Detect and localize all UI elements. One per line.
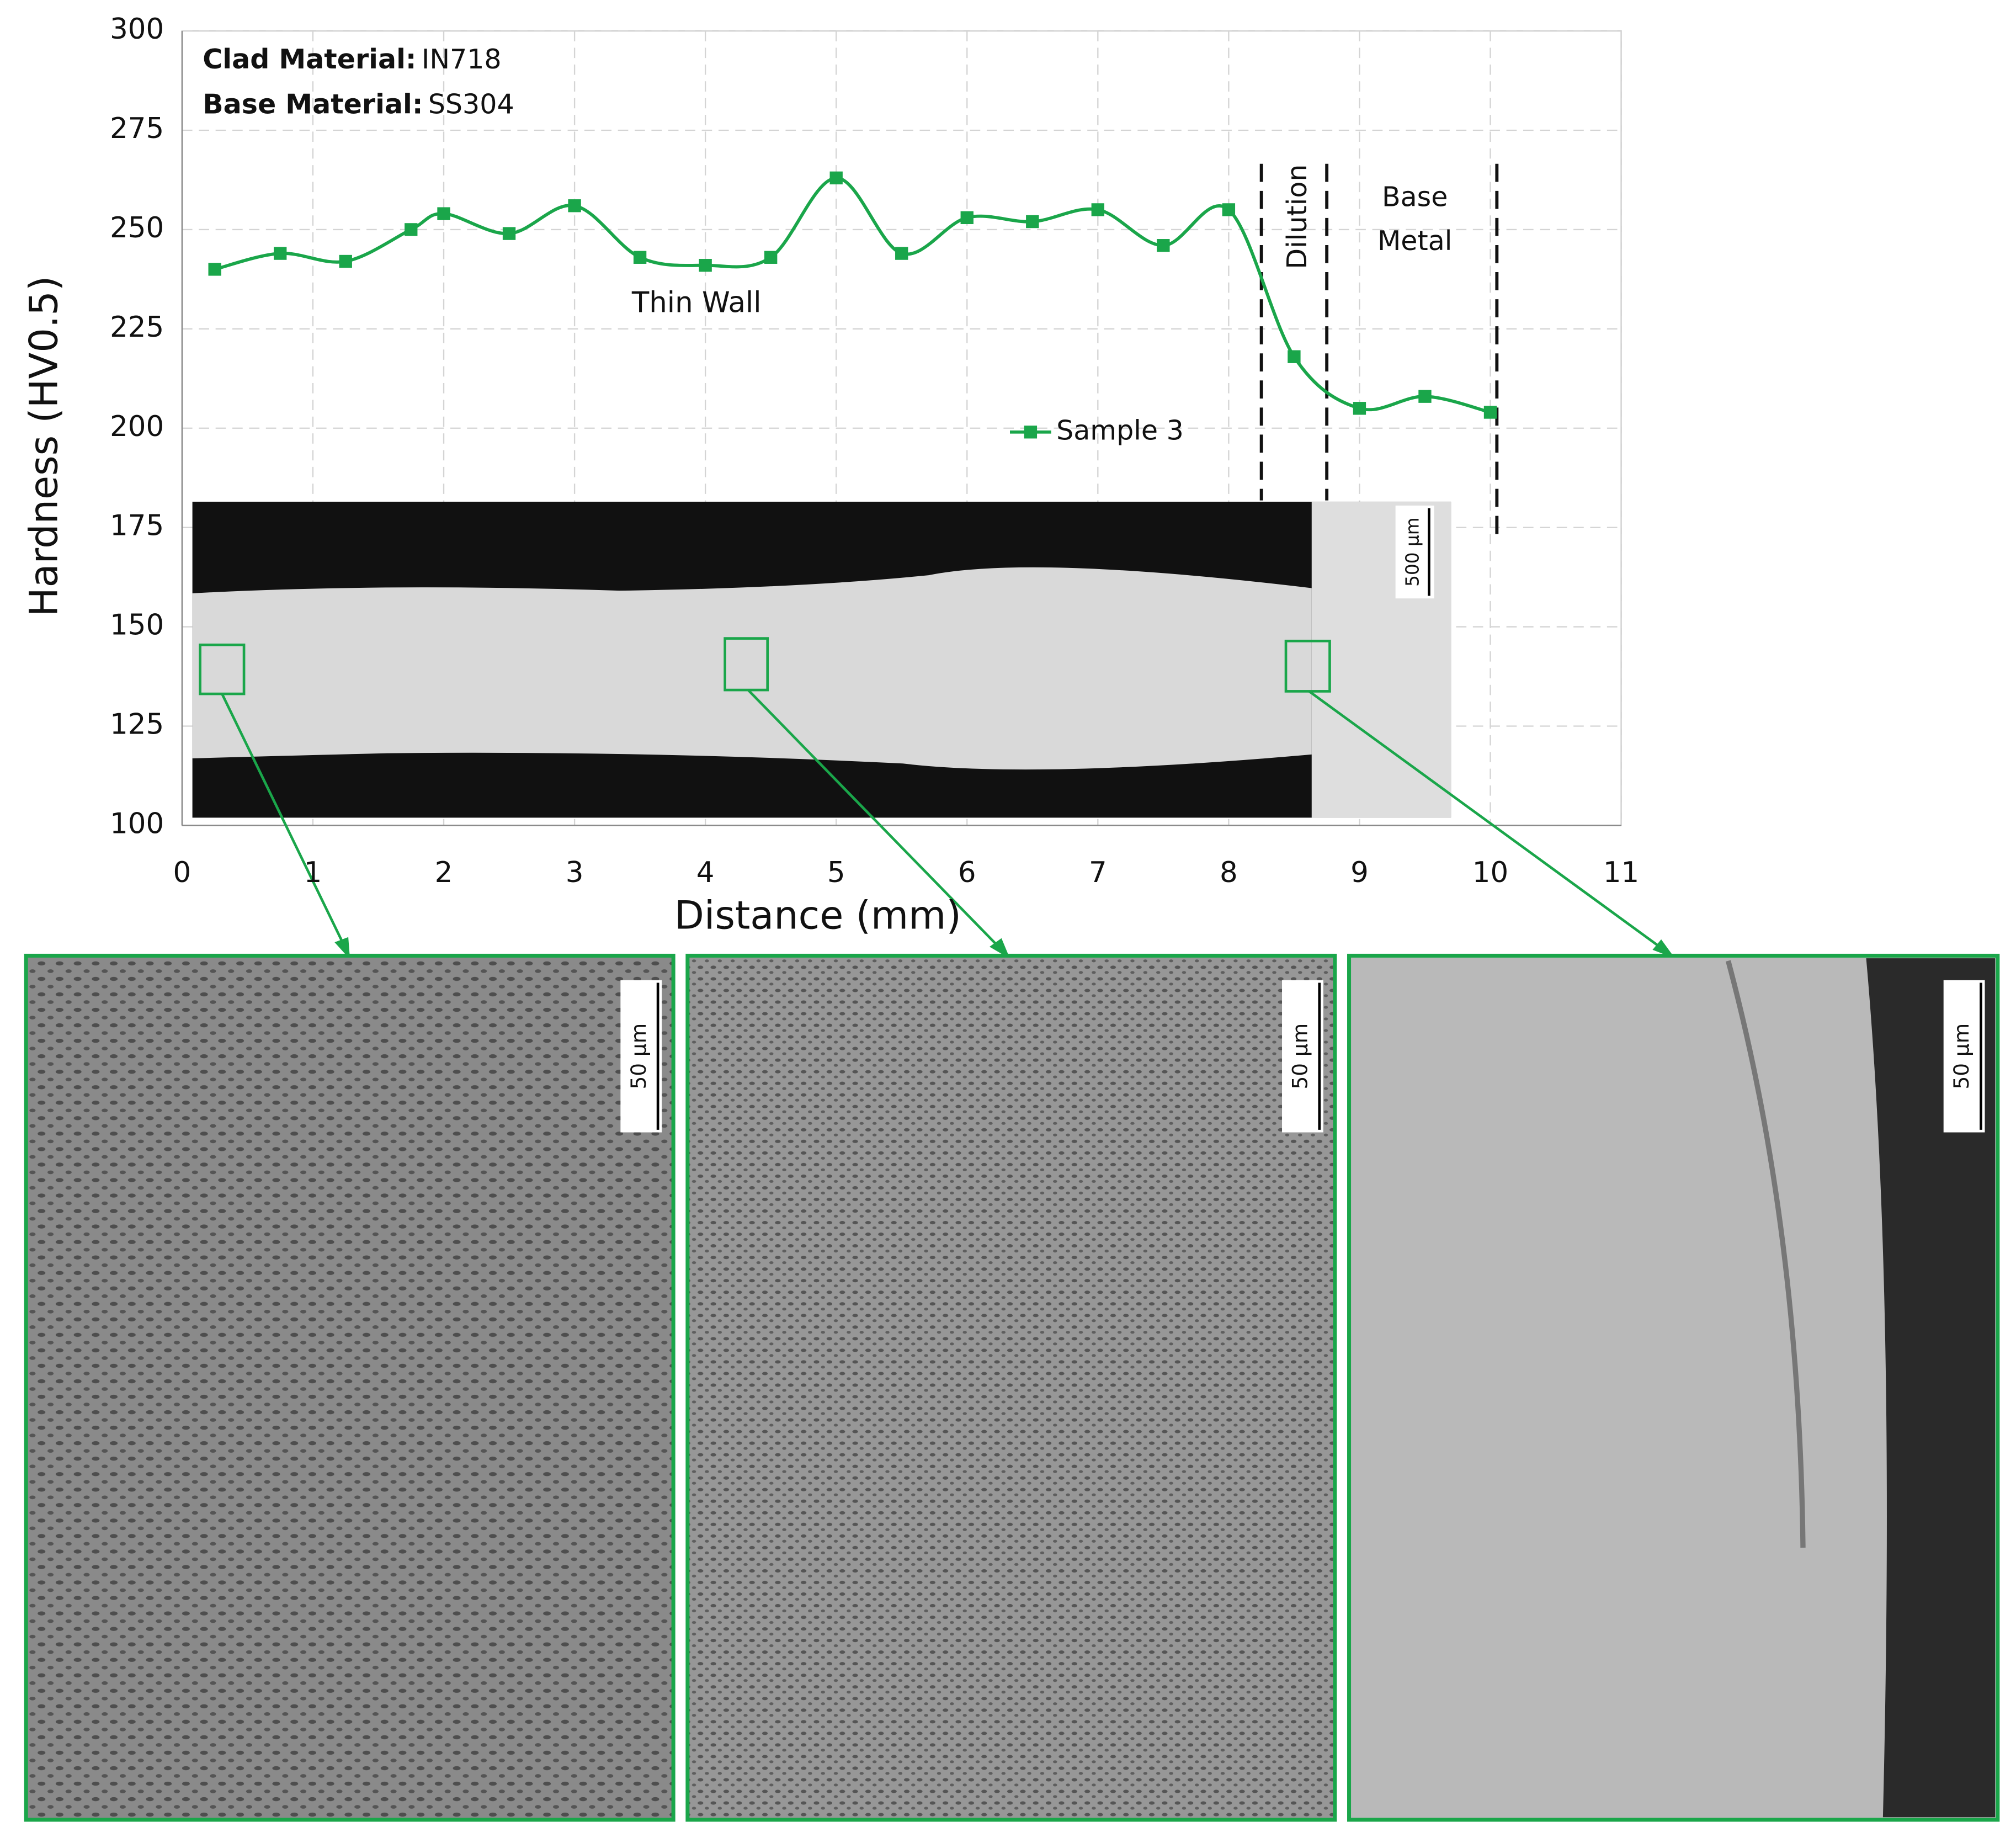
y-tick-label: 125 <box>110 708 164 741</box>
scale-label: 500 µm <box>1402 517 1423 586</box>
data-point <box>568 199 581 213</box>
data-point <box>764 251 778 264</box>
y-tick-label: 100 <box>110 807 164 840</box>
y-tick-label: 200 <box>110 410 164 443</box>
annotation: Thin Wall <box>631 286 762 319</box>
scale-label: 50 µm <box>626 1023 651 1090</box>
x-tick-label: 9 <box>1350 856 1369 889</box>
data-point <box>208 263 221 276</box>
scale-label: 50 µm <box>1949 1023 1974 1090</box>
data-point <box>960 211 974 225</box>
scale-box <box>1282 980 1323 1133</box>
annotation-value: SS304 <box>428 88 514 120</box>
annotation-label: Base Material: <box>203 88 423 120</box>
annotation-label: Clad Material: <box>203 43 416 75</box>
annotation-value: IN718 <box>422 43 502 75</box>
annotation: Dilution <box>1281 164 1313 269</box>
data-point <box>502 227 516 240</box>
micrograph-panels: 50 µm 50 µm 50 µm <box>24 953 2000 1822</box>
data-point <box>1418 390 1432 403</box>
y-tick-label: 250 <box>110 211 164 245</box>
annotation: Metal <box>1377 225 1452 257</box>
x-tick-label: 4 <box>696 856 715 889</box>
x-tick-label: 8 <box>1220 856 1238 889</box>
data-point <box>437 207 450 220</box>
annotation: Base Material: SS304 <box>203 88 514 120</box>
x-tick-label: 2 <box>435 856 453 889</box>
data-point <box>829 171 843 185</box>
annotation: Clad Material: IN718 <box>203 43 501 75</box>
data-point <box>1157 239 1170 252</box>
data-point <box>1091 203 1105 216</box>
data-point <box>699 259 712 272</box>
data-point <box>1288 350 1301 363</box>
legend-label: Sample 3 <box>1056 414 1184 446</box>
x-tick-label: 3 <box>566 856 584 889</box>
data-point <box>1483 406 1497 419</box>
x-tick-label: 7 <box>1089 856 1107 889</box>
x-tick-label: 1 <box>304 856 322 889</box>
y-tick-label: 300 <box>110 13 164 46</box>
annotation: Base <box>1382 180 1448 213</box>
y-tick-label: 275 <box>110 112 164 145</box>
data-point <box>405 223 418 236</box>
data-point <box>274 247 287 260</box>
data-point <box>895 247 908 260</box>
x-tick-label: 6 <box>958 856 976 889</box>
x-tick-label: 5 <box>827 856 845 889</box>
series-line <box>214 176 1491 414</box>
scale-box <box>620 980 662 1133</box>
x-tick-label: 10 <box>1472 856 1508 889</box>
data-point <box>633 251 647 264</box>
y-tick-label: 225 <box>110 311 164 344</box>
data-point <box>1222 203 1236 216</box>
data-point <box>1026 215 1039 229</box>
scale-label: 50 µm <box>1288 1023 1312 1090</box>
x-tick-label: 0 <box>173 856 192 889</box>
data-point <box>1353 402 1366 415</box>
y-tick-label: 150 <box>110 609 164 642</box>
x-axis-title: Distance (mm) <box>674 893 961 938</box>
y-tick-label: 175 <box>110 509 164 543</box>
data-point <box>339 254 352 268</box>
x-tick-label: 11 <box>1603 856 1639 889</box>
y-axis-title: Hardness (HV0.5) <box>22 276 67 617</box>
overview-micrograph: 500 µm <box>192 501 1675 960</box>
scale-box <box>1943 980 1985 1133</box>
legend-marker <box>1024 426 1038 439</box>
